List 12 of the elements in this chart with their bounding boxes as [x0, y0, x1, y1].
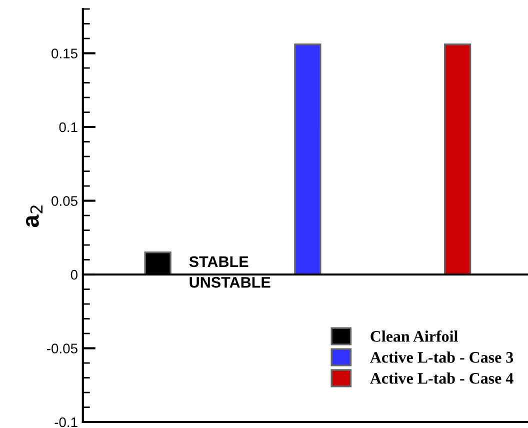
legend-label: Active L-tab - Case 3	[370, 352, 514, 363]
y-tick-label: 0	[70, 270, 78, 280]
y-tick-label: 0.1	[59, 122, 78, 132]
annotation: UNSTABLE	[190, 276, 270, 288]
y-tick-label: -0.05	[47, 344, 78, 354]
y-tick-label: 0.15	[52, 48, 78, 58]
y-tick-label: -0.1	[54, 417, 78, 428]
legend-label: Active L-tab - Case 4	[370, 372, 514, 384]
y-tick-label: 0.05	[52, 196, 78, 206]
annotation: STABLE	[189, 256, 248, 268]
legend-label: Clean Airfoil	[370, 330, 458, 342]
y-axis-title: a$_{2}$	[26, 206, 43, 228]
